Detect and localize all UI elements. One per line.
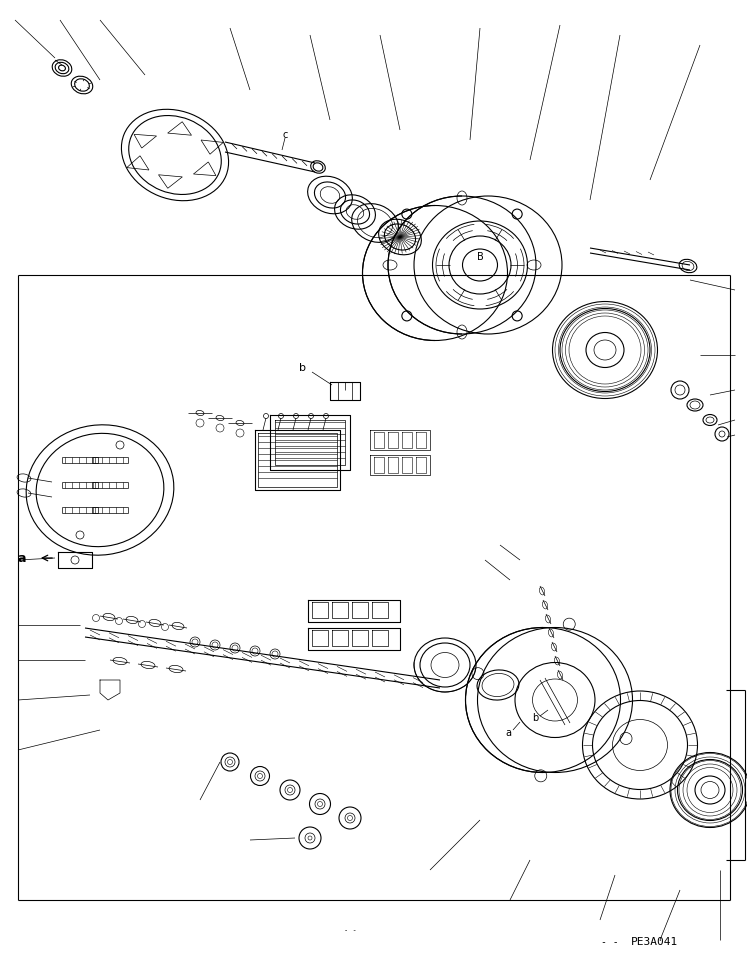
Text: c: c <box>282 130 288 140</box>
Text: PE3A041: PE3A041 <box>631 937 678 947</box>
Text: b: b <box>532 713 538 723</box>
Text: - -: - - <box>344 927 356 933</box>
Text: B: B <box>477 252 483 262</box>
Text: a: a <box>505 728 511 738</box>
Text: - -: - - <box>601 937 619 947</box>
Text: b: b <box>300 363 306 373</box>
Text: a: a <box>18 552 26 564</box>
